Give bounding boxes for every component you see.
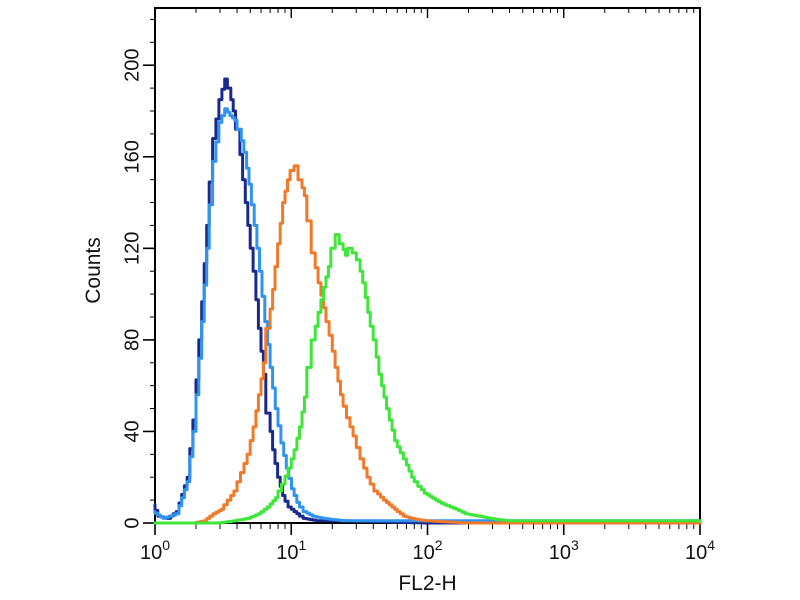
x-tick-exponent: 3 (571, 537, 579, 553)
x-tick-label: 100 (140, 537, 170, 564)
x-tick-base: 10 (412, 542, 434, 564)
y-axis-title: Counts (82, 237, 105, 304)
x-tick-exponent: 2 (435, 537, 443, 553)
series-layer (153, 77, 702, 525)
y-tick-label: 0 (121, 517, 143, 528)
x-tick-label: 101 (276, 537, 306, 564)
y-tick-label: 120 (121, 232, 143, 265)
y-tick-label: 40 (121, 420, 143, 442)
x-tick-exponent: 4 (707, 537, 715, 553)
x-tick-exponent: 1 (298, 537, 306, 553)
x-axis-title: FL2-H (398, 572, 456, 595)
series-line-2 (153, 107, 702, 523)
y-tick-label: 160 (121, 140, 143, 173)
x-tick-label: 104 (685, 537, 715, 564)
series-line-1 (153, 77, 702, 525)
series-line-3 (153, 164, 702, 525)
x-tick-base: 10 (140, 542, 162, 564)
plot-frame (154, 7, 701, 524)
x-tick-base: 10 (276, 542, 298, 564)
x-tick-label: 102 (412, 537, 442, 564)
x-tick-label: 103 (549, 537, 579, 564)
x-tick-base: 10 (549, 542, 571, 564)
y-tick-label: 200 (121, 49, 143, 82)
x-axis: 100 101 102 103 104 (140, 8, 715, 564)
y-tick-label: 80 (121, 329, 143, 351)
x-tick-base: 10 (685, 542, 707, 564)
y-axis: 0 40 80 120 160 200 (121, 18, 155, 529)
series-line-4 (153, 233, 702, 525)
x-tick-exponent: 0 (162, 537, 170, 553)
